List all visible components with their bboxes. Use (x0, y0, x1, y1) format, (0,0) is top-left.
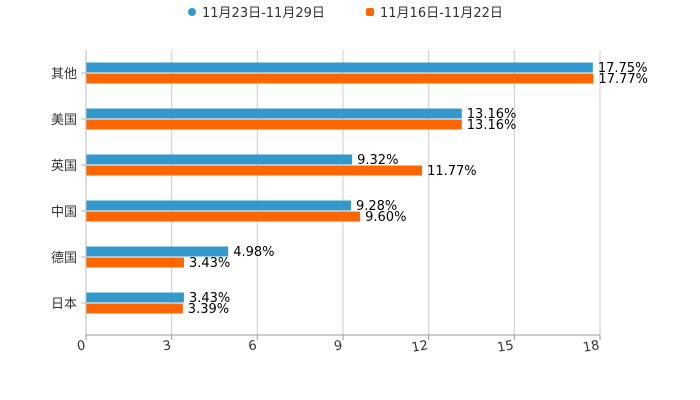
x-tick-label: 0 (76, 338, 87, 354)
data-label: 3.43% (189, 256, 230, 271)
data-label: 9.60% (365, 210, 406, 225)
data-label: 13.16% (467, 118, 517, 133)
bar-series-2[interactable] (86, 257, 184, 268)
category-label: 德国 (51, 251, 77, 266)
category-label: 中国 (51, 205, 77, 220)
legend-label-series-1[interactable]: 11月23日-11月29日 (202, 6, 325, 21)
bars (86, 62, 594, 314)
bar-series-2[interactable] (86, 303, 183, 314)
category-label: 美国 (51, 113, 77, 128)
data-label: 4.98% (233, 245, 274, 260)
bar-series-1[interactable] (86, 200, 351, 211)
bar-series-2[interactable] (86, 165, 423, 176)
x-tick-label: 18 (582, 338, 601, 356)
data-label: 9.32% (357, 153, 398, 168)
x-tick-label: 12 (410, 338, 429, 356)
legend-marker-series-1[interactable] (188, 8, 196, 16)
x-tick-label: 9 (333, 338, 344, 354)
category-label: 日本 (51, 297, 77, 312)
labels: 其他 17.75%17.77% 美国 13.16%13.16% 英国 9.32% 11.77… (51, 61, 648, 317)
legend-label-series-2[interactable]: 11月16日-11月22日 (380, 6, 503, 21)
bar-series-1[interactable] (86, 108, 462, 119)
bar-series-2[interactable] (86, 73, 594, 84)
data-label: 17.77% (598, 72, 648, 87)
x-tick-label: 6 (247, 338, 258, 354)
bar-series-2[interactable] (86, 119, 462, 130)
bar-series-1[interactable] (86, 154, 353, 165)
bar-series-1[interactable] (86, 292, 184, 303)
x-tick-label: 15 (496, 338, 515, 356)
x-tick-label: 3 (162, 338, 173, 354)
data-label: 13.16% (467, 107, 517, 122)
category-label: 其他 (51, 67, 77, 82)
bar-series-1[interactable] (86, 62, 593, 73)
category-label: 英国 (51, 159, 77, 174)
bar-series-1[interactable] (86, 246, 229, 257)
data-label: 3.43% (189, 291, 230, 306)
data-label: 3.39% (188, 302, 229, 317)
axes: 0 3 6 9 12 15 18 (76, 50, 601, 356)
grid-lines (171, 50, 601, 335)
data-label: 11.77% (427, 164, 477, 179)
legend: 11月23日-11月29日 11月16日-11月22日 (188, 6, 503, 21)
data-label: 9.28% (356, 199, 397, 214)
data-label: 17.75% (598, 61, 648, 76)
bar-series-2[interactable] (86, 211, 361, 222)
legend-marker-series-2[interactable] (366, 8, 374, 16)
